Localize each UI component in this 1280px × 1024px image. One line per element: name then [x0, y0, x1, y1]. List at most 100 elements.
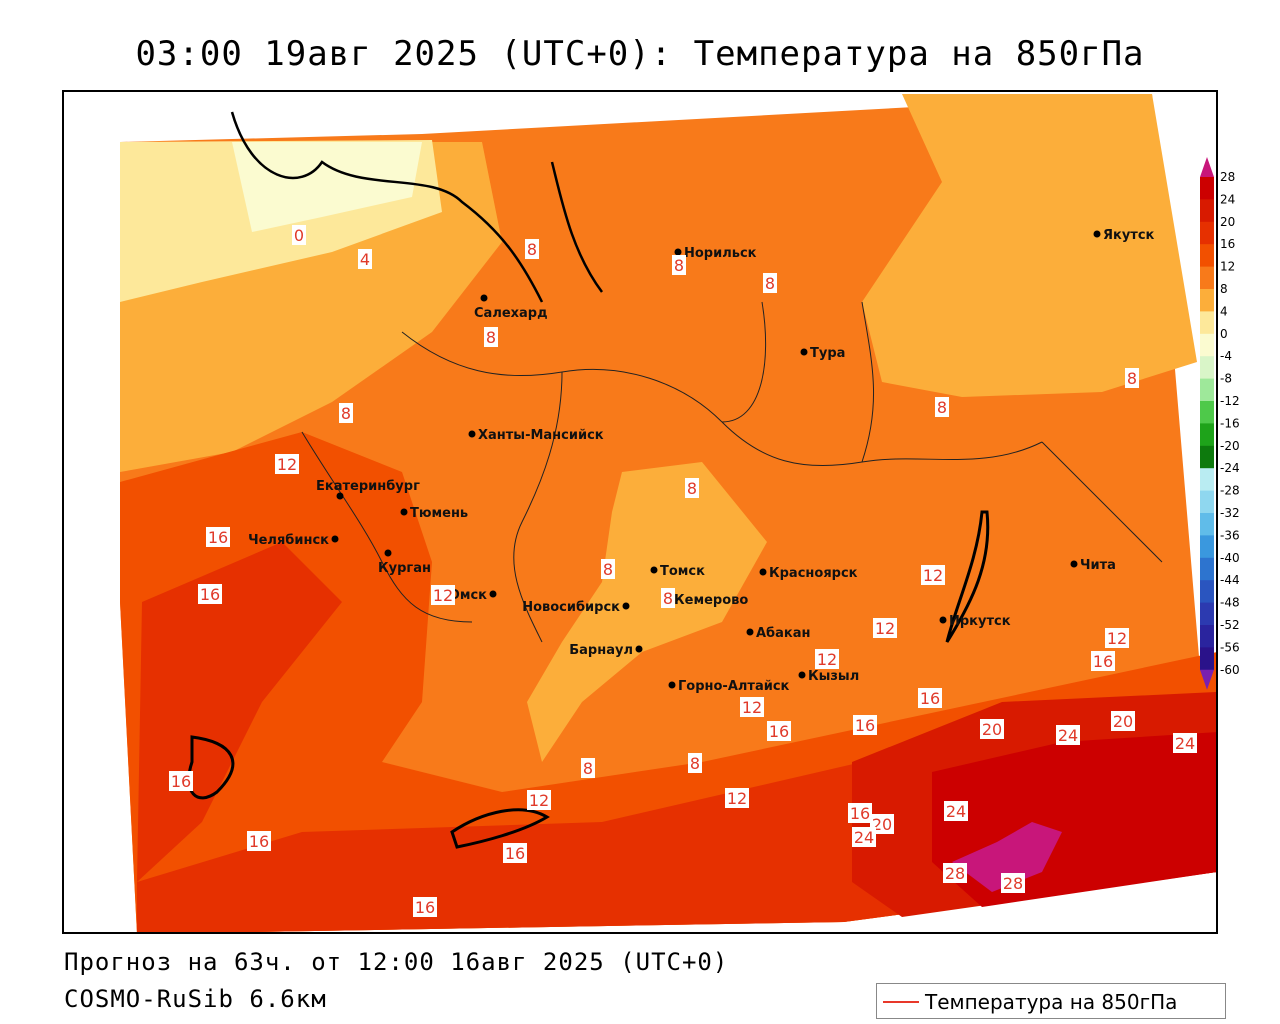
colorbar-tick-label: -28	[1220, 484, 1240, 498]
contour-label-bg	[688, 753, 702, 773]
contour-label-bg	[275, 454, 299, 474]
contour-value-label: 16	[769, 722, 789, 741]
contour-value-label: 20	[1113, 712, 1133, 731]
lake-balkhash	[450, 808, 550, 849]
city-label: Тюмень	[410, 506, 468, 521]
colorbar-tick-label: -36	[1220, 528, 1240, 542]
contour-label-bg	[935, 397, 949, 417]
colorbar-tick-label: -8	[1220, 372, 1232, 386]
contour-label-bg	[601, 559, 615, 579]
contour-value-label: 16	[208, 528, 228, 547]
city-marker	[746, 628, 754, 636]
contour-value-label: 12	[817, 650, 837, 669]
contour-label-bg	[815, 649, 839, 669]
contour-value-label: 12	[875, 619, 895, 638]
contour-label-bg	[1056, 725, 1080, 745]
colorbar-swatch	[1200, 356, 1214, 380]
city-marker	[622, 602, 630, 610]
contour-label-bg	[358, 249, 372, 269]
contour-value-label: 12	[277, 455, 297, 474]
colorbar-swatch	[1200, 221, 1214, 245]
city-label: Ханты-Мансийск	[478, 428, 604, 443]
colorbar-tick-label: 8	[1220, 282, 1228, 296]
contour-value-label: 16	[850, 804, 870, 823]
contour-label-bg	[1105, 628, 1129, 648]
contour-label-bg	[581, 758, 595, 778]
contour-value-label: 8	[341, 404, 351, 423]
city-marker	[468, 430, 476, 438]
zone-0-nw	[232, 142, 422, 232]
city-marker	[336, 492, 344, 500]
contour-label-bg	[484, 327, 498, 347]
city-label: Томск	[660, 564, 705, 579]
city-marker	[489, 590, 497, 598]
city-marker	[939, 616, 947, 624]
city-marker	[1070, 560, 1078, 568]
contour-value-label: 12	[1107, 629, 1127, 648]
colorbar-tick-label: -20	[1220, 439, 1240, 453]
contour-value-label: 16	[415, 898, 435, 917]
colorbar-swatch	[1200, 378, 1214, 402]
colorbar-swatch	[1200, 311, 1214, 335]
zone-16-sw	[137, 542, 342, 882]
contour-value-label: 28	[1003, 874, 1023, 893]
colorbar-swatch	[1200, 513, 1214, 536]
colorbar-swatch	[1200, 625, 1214, 648]
map-legend: Температура на 850гПа	[876, 983, 1226, 1019]
contour-value-label: 8	[765, 274, 775, 293]
zone-28-se	[952, 822, 1062, 892]
contour-label-bg	[1125, 368, 1139, 388]
contour-value-label: 8	[663, 589, 673, 608]
contour-value-label: 16	[249, 832, 269, 851]
colorbar-top-arrow	[1200, 157, 1214, 177]
forecast-info: Прогноз на 63ч. от 12:00 16авг 2025 (UTC…	[64, 948, 729, 976]
contour-value-label: 8	[690, 754, 700, 773]
contour-label-bg	[661, 588, 675, 608]
city-label: Новосибирск	[522, 600, 620, 615]
city-marker	[635, 645, 643, 653]
colorbar-tick-label: 16	[1220, 237, 1235, 251]
contour-label-bg	[1001, 873, 1025, 893]
colorbar-tick-label: -60	[1220, 663, 1240, 677]
colorbar-swatch	[1200, 244, 1214, 268]
city-marker	[1093, 230, 1101, 238]
contour-value-label: 8	[603, 560, 613, 579]
city-marker	[331, 535, 339, 543]
contour-label-bg	[672, 255, 686, 275]
contour-label-bg	[767, 721, 791, 741]
contour-label-bg	[503, 843, 527, 863]
colorbar-swatch	[1200, 647, 1214, 671]
zone-8-center	[527, 462, 767, 762]
cities-layer: Норильск Якутск Салехард Тура Ханты-Мансийск…	[248, 228, 1154, 694]
contour-value-label: 8	[937, 398, 947, 417]
city-label: Чита	[1080, 558, 1116, 573]
contour-value-label: 16	[1093, 652, 1113, 671]
contour-value-label: 24	[1175, 734, 1195, 753]
city-label: Абакан	[756, 626, 811, 641]
contour-value-label: 24	[1058, 726, 1078, 745]
city-marker	[650, 566, 658, 574]
contour-value-label: 8	[674, 256, 684, 275]
colorbar-tick-label: -48	[1220, 596, 1240, 610]
colorbar-swatch	[1200, 445, 1214, 469]
contour-label-bg	[525, 239, 539, 259]
city-marker	[798, 671, 806, 679]
colorbar-swatch	[1200, 423, 1214, 447]
colorbar-swatch	[1200, 468, 1214, 492]
contour-label-bg	[980, 719, 1004, 739]
colorbar-tick-label: 24	[1220, 192, 1235, 206]
colorbar-swatch	[1200, 490, 1214, 514]
contour-label-bg	[527, 790, 551, 810]
contour-label-bg	[853, 715, 877, 735]
contour-value-label: 12	[742, 698, 762, 717]
contour-value-label: 16	[855, 716, 875, 735]
city-label: Иркутск	[949, 614, 1011, 629]
contour-label-bg	[918, 688, 942, 708]
contour-value-label: 8	[583, 759, 593, 778]
contour-value-label: 8	[486, 328, 496, 347]
city-marker	[674, 248, 682, 256]
colorbar-tick-label: 4	[1220, 304, 1228, 318]
contour-label-bg	[685, 478, 699, 498]
colorbar-swatch	[1200, 557, 1214, 581]
contour-value-label: 0	[294, 226, 304, 245]
